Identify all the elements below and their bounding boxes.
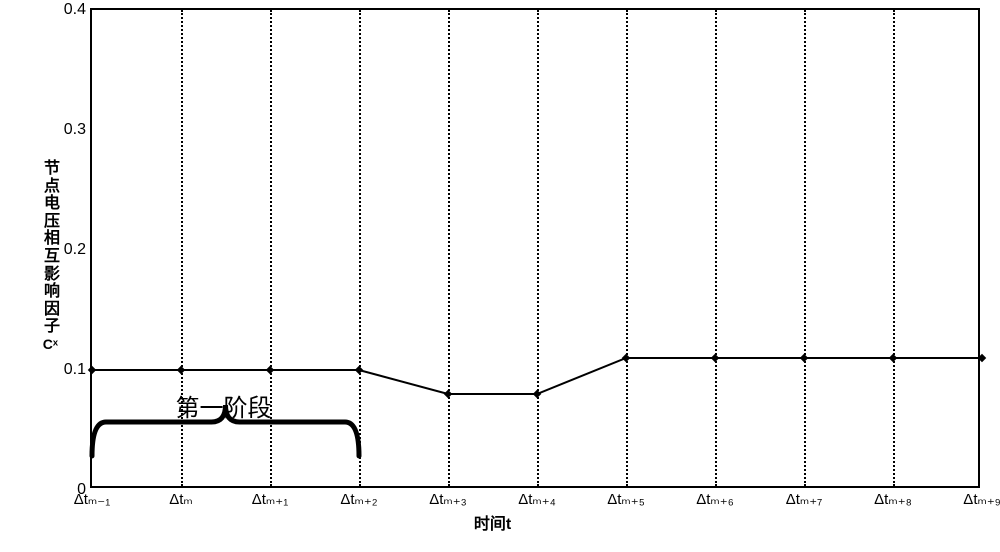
brace — [92, 10, 978, 486]
xtick-label: Δtₘ₊₅ — [607, 486, 645, 508]
xtick-label: Δtₘ₊₆ — [696, 486, 734, 508]
x-axis-label: 时间t — [474, 486, 511, 534]
xtick-label: Δtₘ₊₉ — [963, 486, 1000, 508]
xtick-label: Δtₘ₊₁ — [252, 486, 289, 508]
xtick-label: Δtₘ₊₇ — [786, 486, 823, 508]
xtick-label: Δtₘ₋₁ — [74, 486, 111, 508]
xtick-label: Δtₘ₊₄ — [518, 486, 556, 508]
chart-container: 00.10.20.30.4Δtₘ₋₁ΔtₘΔtₘ₊₁Δtₘ₊₂Δtₘ₊₃Δtₘ₊… — [0, 0, 1000, 552]
xtick-label: Δtₘ₊₃ — [429, 486, 467, 508]
series-marker — [978, 354, 986, 362]
ytick-label: 0.4 — [64, 1, 92, 19]
xtick-label: Δtₘ₊₈ — [874, 486, 912, 508]
xtick-label: Δtₘ₊₂ — [340, 486, 377, 508]
y-axis-symbol: Cˣ — [43, 336, 92, 352]
y-axis-label: 节点电压相互影响因子 — [44, 160, 92, 336]
xtick-label: Δtₘ — [169, 486, 193, 508]
ytick-label: 0.3 — [64, 121, 92, 139]
plot-area: 00.10.20.30.4Δtₘ₋₁ΔtₘΔtₘ₊₁Δtₘ₊₂Δtₘ₊₃Δtₘ₊… — [90, 8, 980, 488]
